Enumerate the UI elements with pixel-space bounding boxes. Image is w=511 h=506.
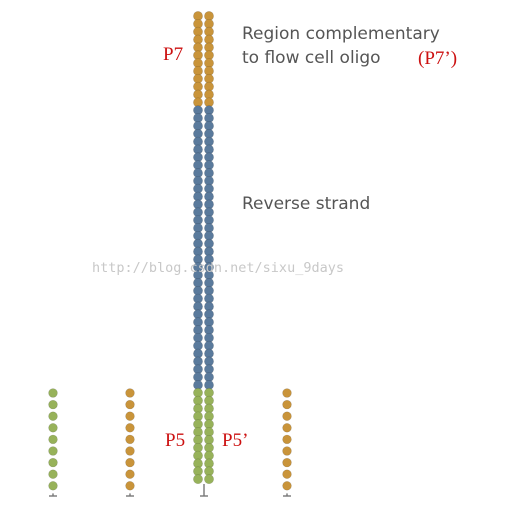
p5-oligo-bead xyxy=(48,481,58,491)
p7-oligo-bead xyxy=(282,399,292,410)
p7-oligo-bead xyxy=(125,481,135,491)
p7-oligo-bead xyxy=(125,411,135,421)
p5-bead xyxy=(204,474,214,485)
p7-oligo-bead xyxy=(282,411,292,421)
p5-bead xyxy=(193,474,203,485)
p5-oligo-bead xyxy=(48,411,58,421)
p7-oligo-bead xyxy=(125,423,135,433)
region-label-line2: to flow cell oligo xyxy=(242,48,381,68)
p7-oligo-bead xyxy=(282,423,292,433)
p7-oligo-bead xyxy=(282,388,292,398)
p7-oligo-bead xyxy=(125,399,135,410)
p7-oligo-bead xyxy=(125,446,135,456)
p7-oligo-bead xyxy=(282,457,292,468)
p7-oligo-bead xyxy=(125,434,135,445)
p7-oligo-bead xyxy=(125,388,135,398)
reverse-strand-label: Reverse strand xyxy=(242,194,371,214)
p7-oligo-bead xyxy=(125,457,135,468)
p7-oligo-bead xyxy=(282,434,292,445)
p5-oligo-bead xyxy=(48,446,58,456)
p7-oligo-bead xyxy=(125,469,135,479)
p7-oligo-bead xyxy=(282,481,292,491)
p5-oligo-bead xyxy=(48,399,58,410)
p5-oligo-bead xyxy=(48,434,58,445)
p5-oligo-bead xyxy=(48,388,58,398)
p5-prime-label: P5’ xyxy=(222,430,249,451)
region-label-line1: Region complementary xyxy=(242,24,440,44)
watermark: http://blog.csdn.net/sixu_9days xyxy=(92,260,344,276)
p7-oligo-bead xyxy=(282,446,292,456)
p7-prime-label: (P7’) xyxy=(418,48,458,69)
p5-oligo-bead xyxy=(48,423,58,433)
p7-oligo-bead xyxy=(282,469,292,479)
p5-label: P5 xyxy=(165,430,186,451)
flow-cell-oligos xyxy=(48,388,292,497)
reverse-strand-cluster xyxy=(193,11,214,497)
p5-oligo-bead xyxy=(48,457,58,468)
p7-label: P7 xyxy=(163,44,184,65)
p5-oligo-bead xyxy=(48,469,58,479)
